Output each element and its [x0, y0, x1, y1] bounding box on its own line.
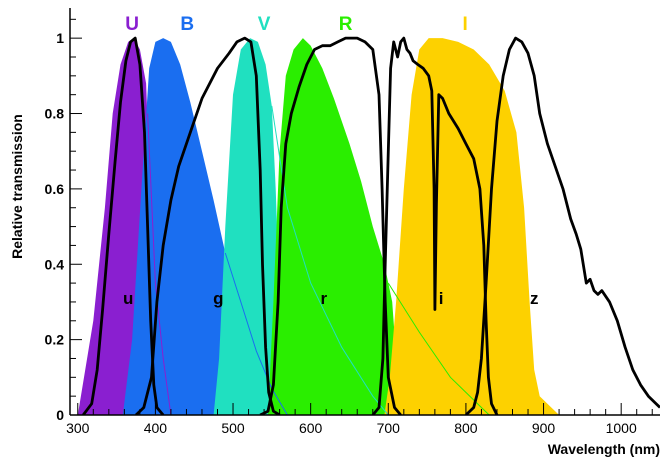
band-label-r-upper: R: [339, 14, 353, 35]
band-label-i-upper: I: [463, 14, 468, 35]
series-labels: U B V R Iu g r i z: [123, 14, 538, 308]
filter-curves: [82, 36, 660, 415]
filter-curve-g: [135, 36, 281, 415]
band-fill-i-upper: [384, 38, 560, 415]
band-fill-b-upper: [122, 38, 241, 415]
band-tails: [147, 105, 490, 415]
x-tick-label: 300: [66, 420, 90, 436]
y-tick-label: 0.6: [45, 181, 65, 197]
curve-label-g: g: [213, 289, 223, 308]
x-tick-label: 1000: [606, 420, 637, 436]
y-tick-label: 0.4: [45, 256, 65, 272]
band-label-u-upper: U: [125, 14, 139, 35]
band-tail-b-upper: [224, 252, 288, 415]
curve-label-u: u: [123, 289, 133, 308]
y-axis-title: Relative transmission: [9, 114, 25, 259]
ticks: 300 400 500 600 700 800 900 1000 0 0.2 0.4 0.6 0.8 1: [45, 18, 653, 436]
filter-curve-u: [82, 36, 165, 415]
x-tick-label: 400: [144, 420, 168, 436]
y-tick-label: 1: [56, 30, 64, 46]
band-fill-v-upper: [213, 38, 288, 415]
x-tick-label: 900: [532, 420, 556, 436]
x-tick-label: 800: [454, 420, 478, 436]
filter-curve-i: [371, 36, 499, 415]
y-tick-label: 0.2: [45, 332, 65, 348]
band-label-b-upper: B: [180, 14, 194, 35]
x-tick-label: 600: [299, 420, 323, 436]
y-tick-label: 0.8: [45, 106, 65, 122]
band-tail-r-upper: [387, 282, 490, 415]
x-tick-label: 700: [377, 420, 401, 436]
x-tick-label: 500: [221, 420, 245, 436]
curve-label-i: i: [439, 289, 444, 308]
band-label-v-upper: V: [258, 14, 271, 35]
filter-curve-r: [259, 36, 402, 415]
y-tick-label: 0: [56, 407, 64, 423]
band-tail-u-upper: [147, 113, 172, 415]
curve-label-z: z: [530, 289, 539, 308]
filter-curve-z: [464, 36, 660, 415]
curve-label-r: r: [321, 289, 328, 308]
band-fill-r-upper: [268, 38, 401, 415]
x-axis-title: Wavelength (nm): [548, 441, 660, 457]
band-tail-v-upper: [271, 105, 389, 415]
filled-bands: [77, 38, 560, 415]
